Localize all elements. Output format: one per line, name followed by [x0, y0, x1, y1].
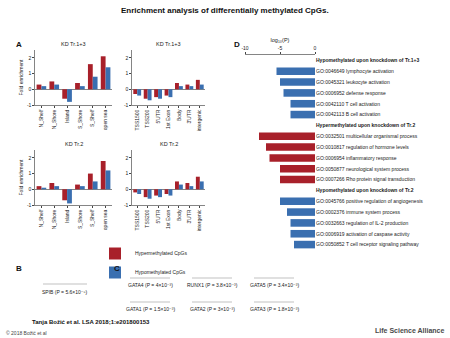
svg-text:open sea: open sea	[102, 109, 108, 130]
svg-text:5'UTR: 5'UTR	[155, 209, 161, 223]
svg-text:GO:0032663 regulation of IL-2: GO:0032663 regulation of IL-2 production	[316, 220, 409, 226]
svg-text:1st Exon: 1st Exon	[165, 109, 171, 129]
svg-text:D: D	[234, 40, 240, 49]
svg-text:KD Tr.2: KD Tr.2	[160, 141, 178, 147]
svg-text:GATA2 (P = 3×10⁻³): GATA2 (P = 3×10⁻³)	[190, 306, 235, 312]
svg-text:S_Shelf: S_Shelf	[89, 109, 95, 127]
svg-text:GATA5 (P = 3.4×10⁻³): GATA5 (P = 3.4×10⁻³)	[250, 282, 299, 288]
svg-text:1st Exon: 1st Exon	[165, 209, 171, 229]
svg-text:GO:0050852 T cell receptor sig: GO:0050852 T cell receptor signaling pat…	[316, 241, 419, 247]
svg-text:C: C	[114, 264, 120, 273]
svg-text:Life Science Alliance: Life Science Alliance	[375, 327, 444, 334]
svg-text:GO:0010817 regulation of hormo: GO:0010817 regulation of hormone levels	[316, 144, 409, 150]
svg-text:KD Tr.1+3: KD Tr.1+3	[156, 41, 181, 47]
svg-text:GO:0046649 lymphocyte activati: GO:0046649 lymphocyte activation	[316, 68, 394, 74]
svg-text:-5: -5	[278, 45, 283, 51]
svg-text:0: 0	[126, 186, 129, 192]
svg-text:GO:0006919 activation of caspa: GO:0006919 activation of caspase activit…	[316, 231, 410, 237]
svg-text:Hypermethylated upon knockdown: Hypermethylated upon knockdown of Tr.2	[316, 122, 415, 128]
svg-text:GO:0042110 T cell activation: GO:0042110 T cell activation	[316, 101, 380, 107]
svg-text:RUNX1 (P = 3.8×10⁻³): RUNX1 (P = 3.8×10⁻³)	[187, 282, 238, 288]
svg-text:Hypermethylated CpGs: Hypermethylated CpGs	[135, 250, 187, 256]
svg-text:GO:0045766 positive regulation: GO:0045766 positive regulation of angiog…	[316, 198, 423, 204]
svg-text:GO:0007266 Rho protein signal: GO:0007266 Rho protein signal transducti…	[316, 176, 415, 182]
svg-text:intergenic: intergenic	[196, 109, 202, 131]
svg-text:TSS1500: TSS1500	[134, 109, 140, 130]
svg-text:GATA1 (P = 1.5×10⁻³): GATA1 (P = 1.5×10⁻³)	[126, 306, 175, 312]
svg-text:open sea: open sea	[102, 209, 108, 230]
svg-text:N_Shore: N_Shore	[51, 209, 57, 229]
svg-text:Island: Island	[64, 209, 70, 223]
svg-text:N_Shelf: N_Shelf	[38, 109, 44, 127]
svg-text:0: 0	[29, 86, 32, 92]
svg-text:© 2018 Božić et al: © 2018 Božić et al	[6, 330, 47, 336]
svg-text:GATA3 (P = 1.8×10⁻³): GATA3 (P = 1.8×10⁻³)	[250, 306, 299, 312]
svg-text:log₁₀(P): log₁₀(P)	[271, 37, 290, 43]
svg-text:-1: -1	[124, 102, 129, 108]
svg-text:GATA4 (P = 4×10⁻³): GATA4 (P = 4×10⁻³)	[128, 282, 173, 288]
svg-text:1: 1	[29, 70, 32, 76]
svg-text:S_Shore: S_Shore	[77, 209, 83, 229]
svg-text:A: A	[16, 40, 22, 49]
svg-text:TSS200: TSS200	[144, 109, 150, 127]
svg-text:intergenic: intergenic	[196, 209, 202, 231]
svg-text:Enrichment analysis of differe: Enrichment analysis of differentially me…	[121, 6, 329, 15]
svg-text:TSS200: TSS200	[144, 209, 150, 227]
svg-text:0: 0	[126, 86, 129, 92]
svg-text:1: 1	[126, 170, 129, 176]
svg-text:SPIB (P = 5.6×10⁻⁵): SPIB (P = 5.6×10⁻⁵)	[42, 289, 88, 295]
svg-text:-1: -1	[27, 102, 32, 108]
svg-text:2: 2	[29, 55, 32, 61]
svg-text:3'UTR: 3'UTR	[186, 109, 192, 123]
svg-text:S_Shore: S_Shore	[77, 109, 83, 129]
svg-text:2: 2	[126, 155, 129, 161]
svg-text:Hypomethylated CpGs: Hypomethylated CpGs	[135, 269, 186, 275]
svg-text:1: 1	[29, 170, 32, 176]
svg-text:0: 0	[314, 45, 317, 51]
svg-text:KD Tr.2: KD Tr.2	[65, 141, 83, 147]
svg-text:Body: Body	[176, 209, 182, 221]
svg-text:Tanja Božić et al. LSA 2018;1:: Tanja Božić et al. LSA 2018;1:e201800153	[32, 319, 150, 325]
svg-text:GO:0045321 leukocyte activatio: GO:0045321 leukocyte activation	[316, 79, 390, 85]
svg-text:N_Shore: N_Shore	[51, 109, 57, 129]
svg-text:S_Shelf: S_Shelf	[89, 209, 95, 227]
svg-text:2: 2	[126, 55, 129, 61]
svg-text:Island: Island	[64, 109, 70, 123]
svg-text:GO:0002376 immune system proce: GO:0002376 immune system process	[316, 209, 400, 215]
svg-text:B: B	[16, 264, 22, 273]
svg-text:Fold enrichment: Fold enrichment	[18, 59, 24, 95]
svg-text:GO:0032501 multicellular organ: GO:0032501 multicellular organismal proc…	[316, 133, 418, 139]
svg-text:-10: -10	[241, 45, 248, 51]
svg-text:Body: Body	[176, 109, 182, 121]
svg-text:Hypomethylated upon knockdown: Hypomethylated upon knockdown of Tr.1+3	[316, 57, 419, 63]
svg-text:GO:0050877 neurological system: GO:0050877 neurological system process	[316, 166, 410, 172]
svg-text:N_Shelf: N_Shelf	[38, 209, 44, 227]
svg-text:TSS1500: TSS1500	[134, 209, 140, 230]
svg-text:KD Tr.1+3: KD Tr.1+3	[61, 41, 86, 47]
svg-text:0: 0	[29, 186, 32, 192]
svg-text:1: 1	[126, 70, 129, 76]
svg-text:Fold enrichment: Fold enrichment	[18, 159, 24, 195]
svg-text:-1: -1	[124, 202, 129, 208]
svg-text:2: 2	[29, 155, 32, 161]
svg-text:5'UTR: 5'UTR	[155, 109, 161, 123]
svg-text:3'UTR: 3'UTR	[186, 209, 192, 223]
svg-text:GO:0006954 inflammatory respon: GO:0006954 inflammatory response	[316, 155, 397, 161]
svg-text:GO:0006952 defense response: GO:0006952 defense response	[316, 90, 386, 96]
svg-text:-1: -1	[27, 202, 32, 208]
svg-text:Hypomethylated upon knockdown: Hypomethylated upon knockdown of Tr.2	[316, 187, 414, 193]
svg-text:GO:0042113 B cell activation: GO:0042113 B cell activation	[316, 111, 381, 117]
